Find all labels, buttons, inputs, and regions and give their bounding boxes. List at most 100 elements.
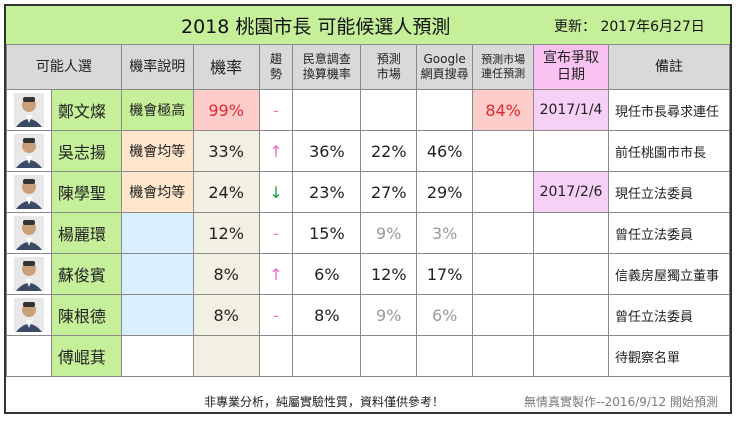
reelection-prediction	[472, 253, 535, 295]
table-row: 陳學聖 機會均等 24% ↓ 23% 27% 29% 2017/2/6 現任立法委員	[6, 171, 731, 213]
trend-indicator: ↑	[258, 130, 294, 172]
col-candidate: 可能人選	[6, 44, 122, 90]
reelection-prediction	[472, 335, 535, 377]
reelection-prediction: 84%	[472, 89, 535, 131]
person-portrait-icon	[13, 257, 44, 291]
header-row: 可能人選 機率說明 機率 趨勢 民意調查 換算機率 預測 市場 Google 網頁搜尋…	[6, 44, 731, 90]
candidate-name: 蘇俊賓	[50, 253, 122, 295]
candidate-name: 傅崐萁	[50, 335, 122, 377]
reelection-prediction	[472, 212, 535, 254]
candidate-photo	[6, 253, 52, 295]
col-prob-desc: 機率說明	[120, 44, 194, 90]
google-search-value: 3%	[416, 212, 474, 254]
declaration-date	[533, 335, 609, 377]
trend-indicator: ↓	[258, 171, 294, 213]
probability-value: 33%	[192, 130, 260, 172]
probability-value: 24%	[192, 171, 260, 213]
declaration-date: 2017/1/4	[533, 89, 609, 131]
candidate-photo	[6, 171, 52, 213]
declaration-date	[533, 253, 609, 295]
probability-value	[192, 335, 260, 377]
table-row: 楊麗環 12% -15% 9% 3% 曾任立法委員	[6, 212, 731, 254]
candidate-note: 曾任立法委員	[607, 294, 731, 336]
candidate-note: 曾任立法委員	[607, 212, 731, 254]
probability-value: 8%	[192, 294, 260, 336]
col-poll: 民意調查 換算機率	[292, 44, 362, 90]
probability-description	[120, 212, 194, 254]
poll-probability	[292, 89, 362, 131]
col-reelect: 預測市場 連任預測	[472, 44, 535, 90]
person-portrait-icon	[13, 134, 44, 168]
declaration-date	[533, 130, 609, 172]
google-search-value: 17%	[416, 253, 474, 295]
col-prob: 機率	[192, 44, 260, 90]
title-bar: 2018 桃園市長 可能候選人預測 更新： 2017年6月27日	[6, 6, 730, 45]
candidate-photo	[6, 335, 52, 377]
poll-probability: 8%	[292, 294, 362, 336]
reelection-prediction	[472, 171, 535, 213]
trend-indicator: -	[258, 212, 294, 254]
market-value: 27%	[360, 171, 418, 213]
footer: 非專業分析，純屬實驗性質，資料僅供參考！ 無情真實製作--2016/9/12 開…	[6, 388, 730, 412]
table-row: 鄭文燦 機會極高 99% - 84% 2017/1/4 現任市長尋求連任	[6, 89, 731, 131]
trend-indicator	[258, 335, 294, 377]
col-market: 預測 市場	[360, 44, 418, 90]
probability-description	[120, 335, 194, 377]
google-search-value: 29%	[416, 171, 474, 213]
candidate-note: 信義房屋獨立董事	[607, 253, 731, 295]
probability-value: 12%	[192, 212, 260, 254]
candidate-note: 現任立法委員	[607, 171, 731, 213]
poll-probability: 36%	[292, 130, 362, 172]
candidate-photo	[6, 130, 52, 172]
candidate-name: 陳學聖	[50, 171, 122, 213]
candidate-name: 吳志揚	[50, 130, 122, 172]
poll-probability	[292, 335, 362, 377]
market-value: 22%	[360, 130, 418, 172]
col-google: Google 網頁搜尋	[416, 44, 474, 90]
google-search-value	[416, 89, 474, 131]
col-declare-date: 宣布爭取 日期	[533, 44, 609, 90]
market-value	[360, 89, 418, 131]
probability-description	[120, 294, 194, 336]
candidate-name: 楊麗環	[50, 212, 122, 254]
poll-probability: 23%	[292, 171, 362, 213]
person-portrait-icon	[13, 298, 44, 332]
probability-value: 99%	[192, 89, 260, 131]
table-row: 蘇俊賓 8% ↑ 6% 12% 17% 信義房屋獨立董事	[6, 253, 731, 295]
poll-probability: 15%	[292, 212, 362, 254]
col-trend: 趨勢	[258, 44, 294, 90]
poll-probability: 6%	[292, 253, 362, 295]
person-portrait-icon	[13, 93, 44, 127]
table-row: 傅崐萁 待觀察名單	[6, 335, 731, 377]
credit-text: 無情真實製作--2016/9/12 開始預測	[524, 395, 719, 409]
candidate-note: 待觀察名單	[607, 335, 731, 377]
declaration-date: 2017/2/6	[533, 171, 609, 213]
trend-indicator: ↑	[258, 253, 294, 295]
probability-description: 機會極高	[120, 89, 194, 131]
candidate-name: 鄭文燦	[50, 89, 122, 131]
probability-value: 8%	[192, 253, 260, 295]
prediction-table-frame: 2018 桃園市長 可能候選人預測 更新： 2017年6月27日 可能人選 機率…	[4, 4, 732, 414]
candidate-photo	[6, 294, 52, 336]
market-value: 9%	[360, 212, 418, 254]
person-portrait-icon	[13, 175, 44, 209]
probability-description: 機會均等	[120, 171, 194, 213]
candidate-note: 現任市長尋求連任	[607, 89, 731, 131]
page-title: 2018 桃園市長 可能候選人預測	[181, 16, 451, 38]
disclaimer-text: 非專業分析，純屬實驗性質，資料僅供參考！	[204, 395, 445, 409]
reelection-prediction	[472, 130, 535, 172]
person-portrait-icon	[13, 216, 44, 250]
col-notes: 備註	[607, 44, 731, 90]
google-search-value: 6%	[416, 294, 474, 336]
google-search-value: 46%	[416, 130, 474, 172]
candidate-note: 前任桃園市市長	[607, 130, 731, 172]
update-date: 更新： 2017年6月27日	[554, 19, 705, 35]
declaration-date	[533, 294, 609, 336]
table-row: 吳志揚 機會均等 33% ↑ 36% 22% 46% 前任桃園市市長	[6, 130, 731, 172]
candidate-photo	[6, 212, 52, 254]
market-value	[360, 335, 418, 377]
trend-indicator: -	[258, 294, 294, 336]
probability-description	[120, 253, 194, 295]
market-value: 12%	[360, 253, 418, 295]
declaration-date	[533, 212, 609, 254]
